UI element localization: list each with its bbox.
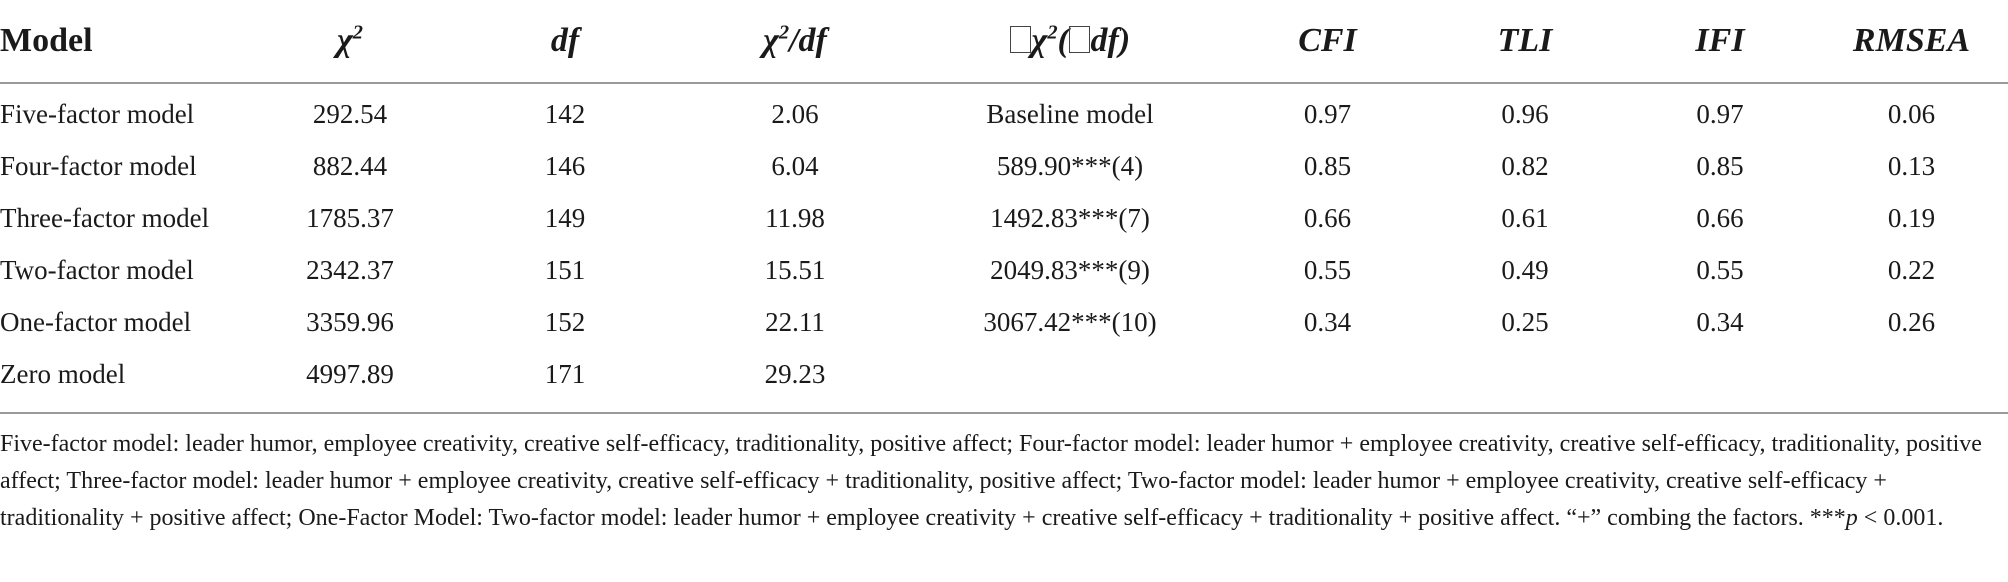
cell-chi2: 882.44 (312, 150, 388, 181)
cell-df: 171 (544, 358, 586, 389)
cell-delta: 589.90***(4) (996, 150, 1144, 181)
footnote-p-value: < 0.001. (1857, 505, 1944, 531)
table-row: Four-factor model 882.44 146 6.04 589.90… (0, 140, 2008, 192)
cell-cfi (1230, 348, 1425, 400)
cell-model: One-factor model (0, 306, 192, 337)
cell-df: 151 (544, 254, 586, 285)
cell-delta: 2049.83***(9) (990, 254, 1150, 285)
open-paren: ( (1057, 22, 1069, 59)
cell-chi2-df: 15.51 (764, 254, 826, 285)
cell-rmsea: 0.13 (1887, 150, 1936, 181)
table-row: Five-factor model 292.54 142 2.06 Baseli… (0, 83, 2008, 140)
cell-cfi: 0.34 (1303, 306, 1352, 337)
cell-chi2-df: 11.98 (765, 202, 825, 233)
table-row: Three-factor model 1785.37 149 11.98 149… (0, 192, 2008, 244)
header-delta-chi-square: χ2( df) (910, 0, 1230, 83)
cell-rmsea: 0.26 (1887, 306, 1936, 337)
header-model: Model (0, 22, 93, 59)
missing-glyph-box (1068, 26, 1090, 53)
header-ifi: IFI (1695, 22, 1745, 59)
cell-chi2: 4997.89 (306, 358, 394, 389)
cell-tli: 0.25 (1501, 306, 1549, 337)
missing-glyph-box (1009, 26, 1031, 53)
cell-rmsea: 0.19 (1887, 202, 1936, 233)
footnote-text: Five-factor model: leader humor, employe… (0, 431, 1982, 531)
table-row: One-factor model 3359.96 152 22.11 3067.… (0, 296, 2008, 348)
table-container: Model χ2 df χ2/df χ2(df) CFI TLI IFI RMS… (0, 0, 2008, 400)
cell-chi2: 292.54 (312, 98, 388, 129)
header-rmsea: RMSEA (1852, 22, 1971, 59)
cell-cfi: 0.97 (1303, 98, 1352, 129)
cell-chi2-df: 2.06 (771, 98, 819, 129)
cell-ifi: 0.66 (1696, 202, 1744, 233)
cell-df: 149 (544, 202, 586, 233)
cell-cfi: 0.85 (1303, 150, 1352, 181)
table-row: Two-factor model 2342.37 151 15.51 2049.… (0, 244, 2008, 296)
header-chi-square: χ2 (250, 0, 450, 83)
chi-symbol: χ (1031, 22, 1048, 59)
cell-model: Three-factor model (0, 202, 210, 233)
header-cfi: CFI (1298, 22, 1357, 59)
chi-symbol: χ (336, 22, 353, 59)
model-fit-table: Model χ2 df χ2/df χ2(df) CFI TLI IFI RMS… (0, 0, 2008, 400)
cell-rmsea: 0.06 (1887, 98, 1936, 129)
cell-cfi: 0.66 (1303, 202, 1352, 233)
chi-superscript: 2 (352, 21, 363, 44)
cell-df: 142 (544, 98, 586, 129)
cell-tli (1425, 348, 1625, 400)
cell-chi2: 3359.96 (306, 306, 394, 337)
cell-delta: Baseline model (986, 98, 1154, 129)
cell-chi2-df: 22.11 (765, 306, 825, 337)
table-footnote: Five-factor model: leader humor, employe… (0, 426, 1995, 537)
cell-model: Two-factor model (0, 254, 194, 285)
cell-rmsea: 0.22 (1887, 254, 1936, 285)
footnote-p-symbol: p (1845, 505, 1858, 531)
cell-tli: 0.96 (1501, 98, 1549, 129)
table-row: Zero model 4997.89 171 29.23 (0, 348, 2008, 400)
header-row: Model χ2 df χ2/df χ2(df) CFI TLI IFI RMS… (0, 0, 2008, 83)
chi-superscript: 2 (778, 21, 790, 44)
cell-chi2: 2342.37 (306, 254, 394, 285)
cell-delta (910, 348, 1230, 400)
cell-df: 146 (544, 150, 586, 181)
cell-ifi: 0.85 (1696, 150, 1744, 181)
header-df: df (550, 22, 580, 59)
cell-df: 152 (544, 306, 586, 337)
cell-tli: 0.82 (1501, 150, 1549, 181)
cell-ifi (1625, 348, 1815, 400)
cell-model: Five-factor model (0, 98, 195, 129)
chi-superscript: 2 (1047, 21, 1058, 44)
cell-tli: 0.49 (1501, 254, 1549, 285)
cell-chi2: 1785.37 (306, 202, 394, 233)
cell-rmsea (1815, 348, 2008, 400)
cell-ifi: 0.97 (1696, 98, 1744, 129)
cell-ifi: 0.34 (1696, 306, 1744, 337)
cell-chi2-df: 29.23 (764, 358, 826, 389)
table-bottom-rule (0, 412, 2008, 414)
df-suffix: /df (789, 22, 827, 59)
df-close: df) (1090, 22, 1131, 59)
cell-chi2-df: 6.04 (771, 150, 819, 181)
cell-tli: 0.61 (1501, 202, 1549, 233)
cell-model: Zero model (0, 358, 126, 389)
header-chi-square-df: χ2/df (680, 0, 910, 83)
cell-cfi: 0.55 (1303, 254, 1352, 285)
cell-delta: 3067.42***(10) (983, 306, 1157, 337)
cell-ifi: 0.55 (1696, 254, 1744, 285)
chi-symbol: χ (763, 22, 779, 59)
header-tli: TLI (1497, 22, 1553, 59)
cell-delta: 1492.83***(7) (990, 202, 1150, 233)
cell-model: Four-factor model (0, 150, 197, 181)
